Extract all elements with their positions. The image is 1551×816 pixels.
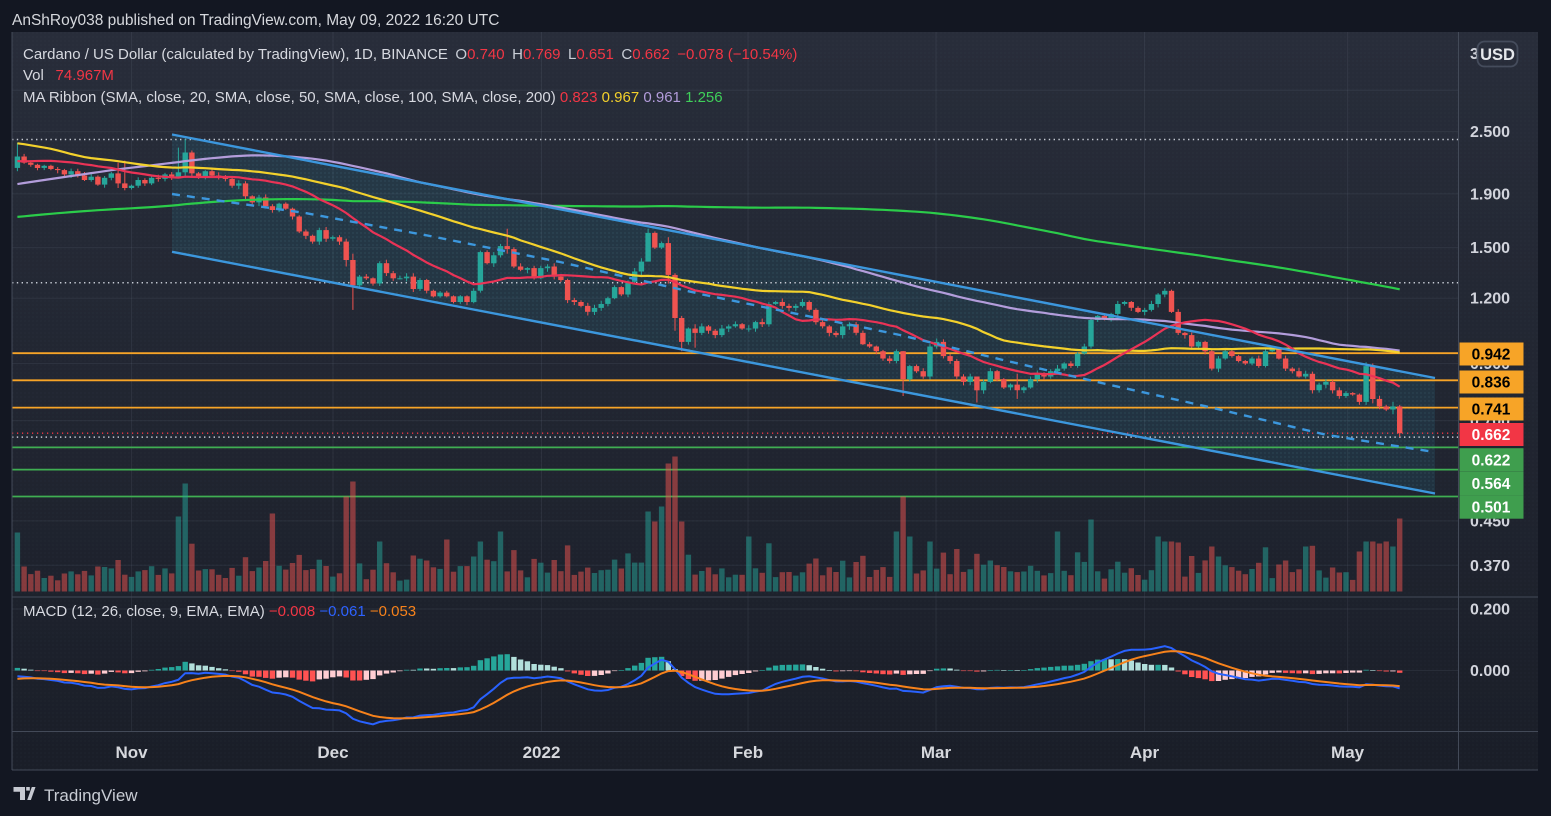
svg-text:2.500: 2.500 [1470,124,1510,141]
svg-text:1.900: 1.900 [1470,186,1510,203]
svg-text:MACD (12, 26, close, 9, EMA, E: MACD (12, 26, close, 9, EMA, EMA) −0.008… [23,603,416,620]
svg-text:3: 3 [1470,46,1479,63]
svg-text:2022: 2022 [523,743,561,762]
svg-text:Nov: Nov [115,743,148,762]
svg-text:AnShRoy038 published on Tradin: AnShRoy038 published on TradingView.com,… [12,12,499,29]
svg-text:Mar: Mar [921,743,952,762]
svg-text:0.501: 0.501 [1472,500,1511,517]
svg-text:USD: USD [1480,46,1515,64]
svg-text:Apr: Apr [1130,743,1160,762]
svg-text:Feb: Feb [733,743,763,762]
svg-text:0.662: 0.662 [1472,427,1511,444]
svg-text:May: May [1331,743,1365,762]
svg-text:1.200: 1.200 [1470,291,1510,308]
svg-text:Cardano / US Dollar (calculate: Cardano / US Dollar (calculated by Tradi… [23,46,797,63]
svg-text:0.942: 0.942 [1472,347,1511,364]
svg-text:Vol 74.967M: Vol 74.967M [23,67,114,84]
svg-text:MA Ribbon (SMA, close, 20, SMA: MA Ribbon (SMA, close, 20, SMA, close, 5… [23,89,723,106]
svg-text:Dec: Dec [317,743,348,762]
svg-text:0.000: 0.000 [1470,663,1510,680]
svg-text:0.836: 0.836 [1472,375,1511,392]
svg-text:0.200: 0.200 [1470,602,1510,619]
svg-text:0.622: 0.622 [1472,453,1511,470]
svg-text:1.500: 1.500 [1470,240,1510,257]
svg-text:0.370: 0.370 [1470,558,1510,575]
svg-text:0.741: 0.741 [1472,402,1511,419]
svg-text:TradingView: TradingView [44,786,138,805]
svg-text:0.564: 0.564 [1472,476,1511,493]
